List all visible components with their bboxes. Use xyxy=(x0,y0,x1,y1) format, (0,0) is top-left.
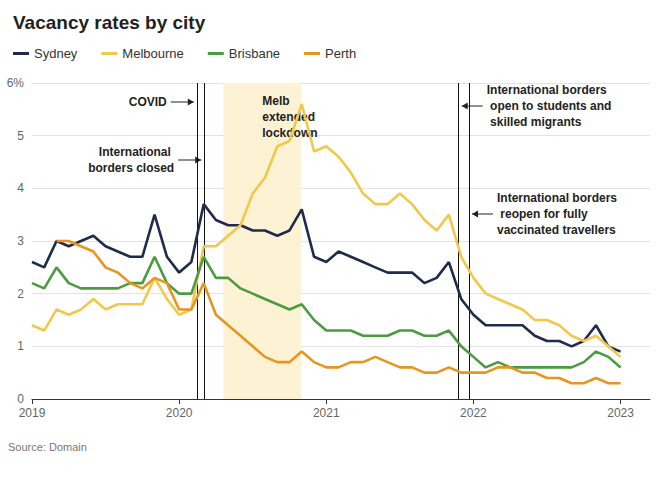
svg-text:open to students and: open to students and xyxy=(487,99,612,113)
svg-text:Brisbane: Brisbane xyxy=(229,46,280,61)
svg-text:Melbourne: Melbourne xyxy=(122,46,183,61)
svg-text:6%: 6% xyxy=(7,76,25,90)
svg-text:0: 0 xyxy=(17,392,24,406)
svg-text:2021: 2021 xyxy=(313,406,340,420)
svg-text:1: 1 xyxy=(17,339,24,353)
svg-text:3: 3 xyxy=(17,234,24,248)
svg-text:2020: 2020 xyxy=(166,406,193,420)
svg-text:extended: extended xyxy=(262,110,318,124)
svg-text:vaccinated travellers: vaccinated travellers xyxy=(497,223,616,237)
svg-text:International: International xyxy=(99,145,174,159)
svg-text:2: 2 xyxy=(17,287,24,301)
svg-text:Vacancy rates by city: Vacancy rates by city xyxy=(13,12,206,33)
svg-text:Source: Domain: Source: Domain xyxy=(8,441,87,453)
svg-text:Sydney: Sydney xyxy=(34,46,78,61)
svg-text:Melb: Melb xyxy=(262,94,293,108)
svg-text:5: 5 xyxy=(17,129,24,143)
svg-text:reopen for fully: reopen for fully xyxy=(497,207,591,221)
svg-text:borders closed: borders closed xyxy=(88,161,174,175)
svg-text:skilled migrants: skilled migrants xyxy=(487,115,582,129)
svg-text:2019: 2019 xyxy=(19,406,46,420)
svg-text:2022: 2022 xyxy=(460,406,487,420)
svg-text:International borders: International borders xyxy=(487,83,607,97)
svg-text:International borders: International borders xyxy=(497,191,617,205)
svg-text:Perth: Perth xyxy=(325,46,356,61)
svg-text:COVID: COVID xyxy=(129,95,167,109)
svg-text:4: 4 xyxy=(17,181,24,195)
svg-text:2023: 2023 xyxy=(607,406,634,420)
